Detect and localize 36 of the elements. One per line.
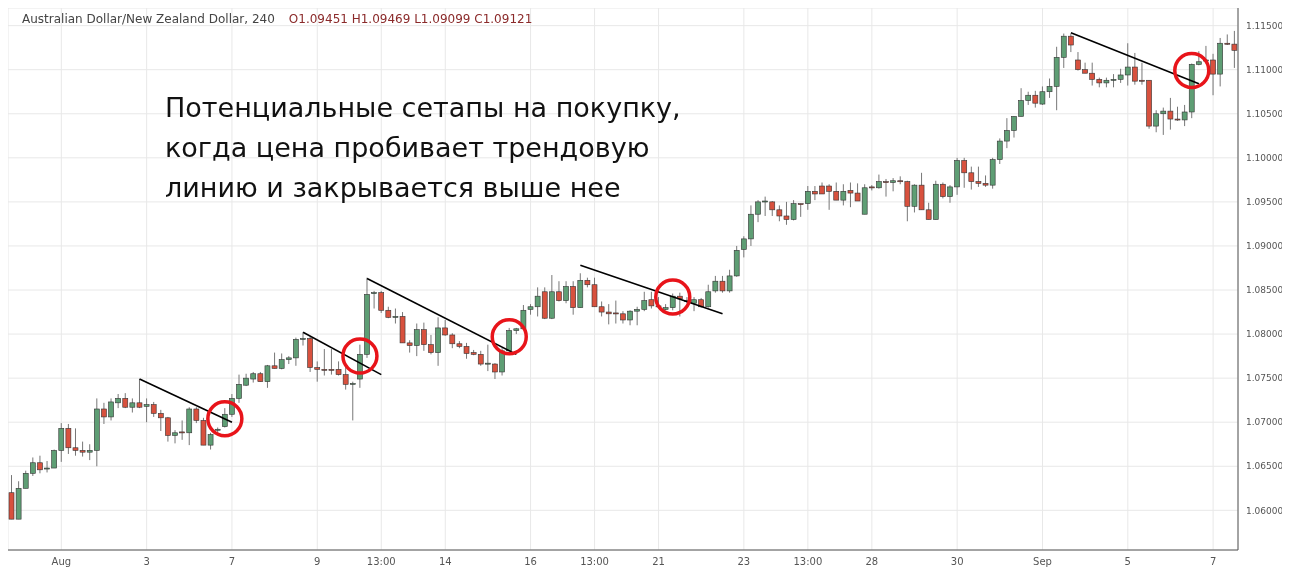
- x-tick-label: 13:00: [793, 556, 823, 568]
- chart-title: Australian Dollar/New Zealand Dollar, 240: [22, 12, 275, 26]
- x-tick-label: 23: [737, 556, 751, 568]
- x-tick-label: Sep: [1033, 556, 1052, 568]
- point: [206, 399, 244, 438]
- y-tick-label: 1.08000: [1246, 329, 1284, 340]
- annotation: Потенциальные сетапы на покупку, когда цена пробивает трендовую линию и закрывается выше нее: [165, 91, 681, 205]
- x-tick-label: 14: [438, 556, 452, 568]
- y-tick-label: 1.07000: [1246, 417, 1284, 428]
- x-tick-label: 7: [1209, 556, 1217, 568]
- x-tick-label: 7: [228, 556, 236, 568]
- y-tick-label: 1.10500: [1246, 108, 1284, 119]
- point: [490, 317, 528, 356]
- x-tick-label: 21: [652, 556, 665, 568]
- x-tick-label: Aug: [51, 556, 72, 568]
- y-tick-label: 1.08500: [1246, 285, 1284, 296]
- point: [1173, 51, 1211, 90]
- point: [341, 337, 379, 375]
- chart-subtitle: O1.09451 H1.09469 L1.09099 C1.09121: [288, 12, 533, 26]
- x-tick-label: 30: [950, 556, 964, 568]
- y-tick-label: 1.11000: [1246, 64, 1284, 75]
- y-tick-label: 1.09500: [1246, 197, 1284, 208]
- y-tick-label: 1.06500: [1246, 461, 1284, 472]
- x-tick-label: 16: [524, 556, 537, 568]
- x-tick-label: 9: [314, 556, 321, 568]
- y-tick-label: 1.10000: [1246, 153, 1284, 164]
- x-tick-label: 3: [143, 556, 150, 568]
- y-tick-label: 1.11500: [1246, 20, 1284, 31]
- x-tick-label: 13:00: [580, 556, 609, 568]
- y-tick-label: 1.06000: [1246, 505, 1284, 516]
- x-tick-label: 5: [1124, 556, 1131, 568]
- y-tick-label: 1.07500: [1246, 373, 1284, 384]
- x-tick-label: 13:00: [366, 556, 396, 568]
- x-tick-label: 28: [865, 556, 879, 568]
- point: [654, 278, 692, 316]
- y-tick-label: 1.09000: [1246, 241, 1284, 252]
